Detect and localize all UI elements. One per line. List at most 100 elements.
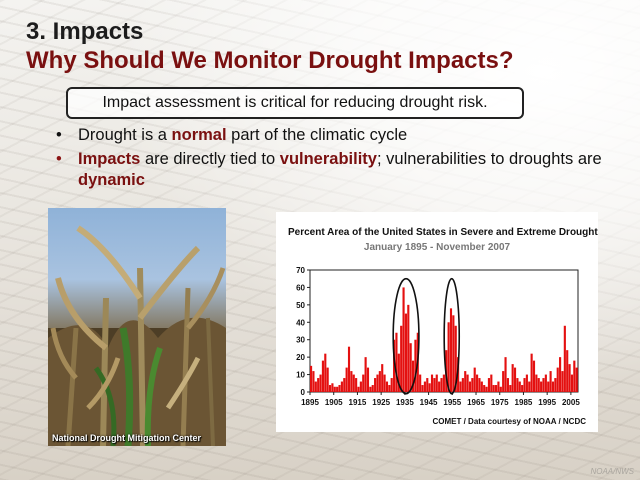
data-bar [419, 374, 422, 392]
chart-credit: COMET / Data courtesy of NOAA / NCDC [432, 417, 587, 426]
x-tick-label: 1955 [443, 398, 461, 407]
data-bar [352, 374, 355, 392]
data-bar [561, 371, 564, 392]
dry-corn-illustration [48, 225, 226, 446]
data-bar [426, 378, 429, 392]
data-bar [312, 371, 315, 392]
data-bar [336, 386, 339, 392]
data-bar [559, 357, 562, 392]
slide-subtitle: Why Should We Monitor Drought Impacts? [26, 47, 514, 74]
data-bar [381, 364, 384, 392]
data-bar [347, 346, 351, 392]
x-tick-label: 1975 [491, 398, 509, 407]
chart-plot: 0 10 20 30 40 50 60 70 1895 1905 1915 1925 1935 1945 1… [296, 266, 580, 407]
bullet-highlight: normal [171, 126, 227, 144]
highlight-ellipse [392, 277, 420, 395]
data-bar [362, 374, 365, 392]
x-tick-label: 1905 [325, 398, 343, 407]
data-bar [317, 378, 320, 392]
data-bar [374, 378, 377, 392]
data-bar [494, 385, 498, 392]
x-tick-label: 1995 [538, 398, 556, 407]
data-bar [461, 378, 464, 392]
data-bar [423, 381, 426, 392]
data-bar [369, 386, 372, 392]
data-bar [502, 371, 505, 392]
data-bar [411, 360, 415, 392]
y-tick-label: 60 [296, 283, 305, 292]
data-bar [449, 308, 453, 392]
data-bar [525, 374, 528, 392]
chart-subtitle: January 1895 - November 2007 [363, 242, 511, 253]
y-tick-label: 50 [296, 301, 305, 310]
data-bar [338, 385, 341, 392]
data-bar [516, 378, 519, 392]
x-tick-label: 1985 [515, 398, 533, 407]
data-bar [314, 381, 317, 392]
data-bar [331, 383, 334, 392]
slide-title: 3. Impacts [26, 18, 144, 45]
data-bar [333, 386, 336, 392]
data-bar [464, 371, 467, 392]
noaa-watermark: NOAA/NWS [590, 467, 634, 476]
data-bar [364, 357, 367, 392]
data-bar [407, 304, 410, 392]
data-bar [573, 360, 576, 392]
data-bar [542, 378, 545, 392]
bullet-text: ; vulnerabilities to droughts are [376, 150, 602, 168]
data-bar [447, 322, 450, 392]
data-bar [473, 367, 476, 392]
data-bar [414, 339, 417, 392]
data-bar [421, 385, 424, 392]
bullet-icon: • [56, 150, 62, 168]
data-bar [310, 365, 313, 392]
data-bar [468, 381, 472, 392]
bullet-highlight: dynamic [78, 171, 145, 189]
data-bar [537, 378, 540, 392]
data-bar [549, 371, 552, 392]
data-bar [547, 381, 550, 392]
x-tick-label: 1935 [396, 398, 414, 407]
data-bar [466, 374, 469, 392]
data-bar [340, 381, 343, 392]
x-tick-label: 2005 [562, 398, 580, 407]
data-bar [409, 343, 412, 392]
drought-chart: Percent Area of the United States in Sev… [276, 212, 598, 432]
data-bar [442, 374, 445, 392]
data-bar [355, 378, 358, 392]
data-bar [430, 374, 434, 392]
data-bar [518, 381, 521, 392]
data-bar [388, 385, 391, 392]
data-bar [433, 378, 436, 392]
data-bar [459, 381, 462, 392]
bullet-text: part of the climatic cycle [226, 126, 408, 144]
chart-title: Percent Area of the United States in Sev… [288, 227, 598, 238]
corn-photo: National Drought Mitigation Center [48, 208, 226, 446]
data-bar [321, 360, 324, 392]
data-bar [393, 339, 396, 392]
data-bar [428, 383, 431, 392]
bullet-highlight: vulnerability [279, 150, 377, 168]
data-bar [556, 367, 559, 392]
data-bar [378, 371, 381, 392]
data-bar [532, 360, 536, 392]
data-bar [395, 332, 398, 392]
y-tick-label: 30 [296, 336, 305, 345]
data-bar [530, 353, 533, 392]
y-tick-label: 20 [296, 353, 305, 362]
data-bar [497, 381, 500, 392]
data-bar [383, 374, 386, 392]
data-bar [328, 385, 332, 392]
data-bar [554, 378, 557, 392]
data-bar [575, 367, 578, 392]
y-tick-label: 10 [296, 371, 305, 380]
data-bar [371, 385, 374, 392]
bullet-text: Drought is a [78, 126, 172, 144]
photo-caption: National Drought Mitigation Center [52, 433, 201, 443]
data-bar [440, 378, 443, 392]
data-bar [568, 364, 571, 392]
data-bar [404, 313, 408, 392]
data-bar [376, 374, 379, 392]
data-bar [487, 378, 491, 392]
data-bar [345, 367, 348, 392]
